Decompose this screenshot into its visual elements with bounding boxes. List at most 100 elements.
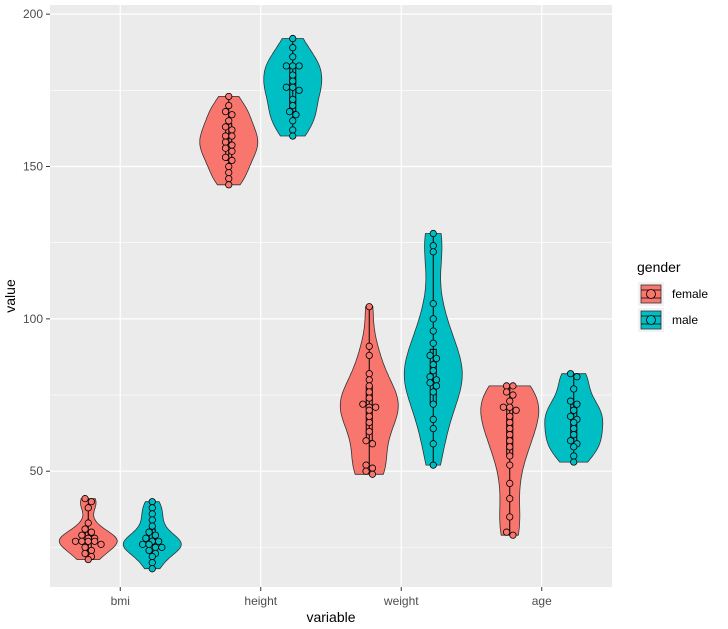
legend-key-dot [646,315,656,325]
data-point [289,132,297,140]
legend-title: gender [637,259,681,275]
data-point [429,242,437,250]
legend-key-male [638,308,664,332]
data-point [362,461,370,469]
data-point [148,552,156,561]
data-point [155,537,163,545]
data-point [368,440,377,448]
violin-male-weight [403,229,463,469]
data-point [289,126,297,134]
plot-panel [50,5,612,587]
data-point [221,132,230,140]
data-point [228,147,236,155]
data-point [295,62,303,70]
data-point [570,418,578,427]
data-point [228,132,236,140]
data-point [506,397,514,405]
data-point [566,370,575,378]
data-point [506,513,514,521]
data-point [282,83,290,91]
y-axis-title: value [2,279,18,313]
data-point [289,77,297,85]
data-point [289,62,297,70]
data-point [509,531,517,539]
legend-key-dot [646,289,656,299]
data-point [368,464,377,472]
y-tick-label: 50 [30,464,44,478]
data-point [228,141,236,149]
data-point [573,373,581,381]
data-point [502,528,511,536]
violins [58,34,604,573]
data-point [570,458,578,466]
data-point [365,376,373,384]
data-point [432,376,441,384]
legend-entries: female male [638,282,708,332]
data-point [573,400,581,408]
data-point [365,388,373,396]
data-point [509,391,517,399]
data-point [221,123,230,131]
data-point [506,431,514,439]
data-point [432,382,441,390]
data-point [429,440,437,448]
data-point [148,516,156,524]
data-point [502,388,511,396]
data-point [365,427,373,436]
data-point [289,71,297,79]
legend-label-male: male [672,313,698,327]
data-point [509,382,517,390]
data-point [566,437,575,445]
legend-label-female: female [672,287,708,301]
violin-male-age [544,370,604,466]
data-point [228,111,236,119]
data-point [87,528,96,536]
y-tick-label: 150 [23,159,43,173]
y-tick-label: 100 [23,312,43,326]
data-point [81,543,89,551]
data-point [502,382,511,390]
data-point [84,504,92,512]
data-point [570,431,578,439]
data-point [429,367,437,375]
data-point [368,470,377,478]
data-point [429,424,437,433]
data-point [139,540,147,548]
data-point [78,531,86,539]
violin-female-bmi [58,495,118,564]
data-point [506,424,514,433]
data-point [225,175,233,183]
data-point [289,101,297,110]
data-point [151,543,160,551]
data-point [426,379,434,387]
data-point [429,248,437,256]
data-point [429,229,437,238]
data-point [148,559,156,567]
data-point [225,168,233,177]
data-point [81,495,89,503]
data-point [158,543,166,551]
data-point [225,162,233,171]
data-point [84,537,92,545]
data-point [506,443,514,451]
data-point [506,461,514,469]
data-point [151,531,160,539]
data-point [145,528,153,536]
data-point [148,522,156,530]
data-point [225,117,233,125]
data-point [429,461,437,469]
data-point [426,373,434,381]
data-point [506,479,514,487]
data-point [506,418,514,427]
violin-female-age [480,382,540,539]
data-point [289,53,297,61]
data-point [365,351,373,360]
data-point [570,443,578,451]
data-point [71,537,80,545]
data-point [145,540,153,548]
data-point [429,415,437,424]
x-tick-label: height [244,594,277,608]
data-point [289,95,297,104]
x-tick-label: weight [383,594,419,608]
data-point [225,92,233,101]
